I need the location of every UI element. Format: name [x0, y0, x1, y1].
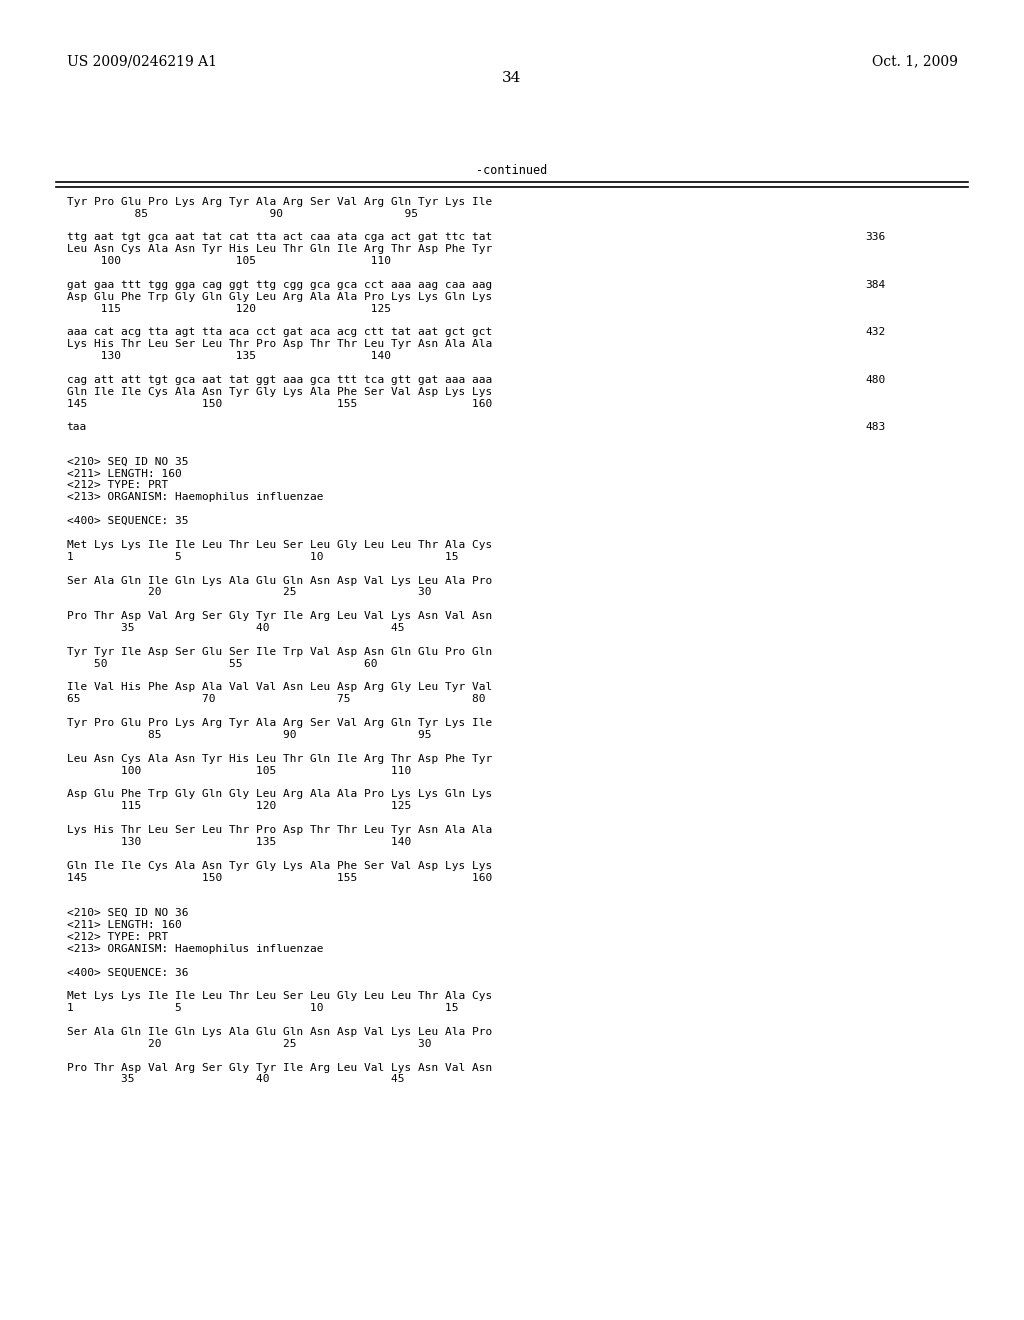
Text: 85                  90                  95: 85 90 95: [67, 209, 418, 219]
Text: <210> SEQ ID NO 35: <210> SEQ ID NO 35: [67, 457, 188, 467]
Text: Asp Glu Phe Trp Gly Gln Gly Leu Arg Ala Ala Pro Lys Lys Gln Lys: Asp Glu Phe Trp Gly Gln Gly Leu Arg Ala …: [67, 789, 492, 800]
Text: 145                 150                 155                 160: 145 150 155 160: [67, 399, 492, 409]
Text: 480: 480: [865, 375, 886, 385]
Text: <212> TYPE: PRT: <212> TYPE: PRT: [67, 932, 168, 942]
Text: cag att att tgt gca aat tat ggt aaa gca ttt tca gtt gat aaa aaa: cag att att tgt gca aat tat ggt aaa gca …: [67, 375, 492, 385]
Text: 115                 120                 125: 115 120 125: [67, 801, 411, 812]
Text: Oct. 1, 2009: Oct. 1, 2009: [871, 54, 957, 69]
Text: 100                 105                 110: 100 105 110: [67, 256, 390, 267]
Text: Ile Val His Phe Asp Ala Val Val Asn Leu Asp Arg Gly Leu Tyr Val: Ile Val His Phe Asp Ala Val Val Asn Leu …: [67, 682, 492, 693]
Text: Lys His Thr Leu Ser Leu Thr Pro Asp Thr Thr Leu Tyr Asn Ala Ala: Lys His Thr Leu Ser Leu Thr Pro Asp Thr …: [67, 339, 492, 350]
Text: 100                 105                 110: 100 105 110: [67, 766, 411, 776]
Text: US 2009/0246219 A1: US 2009/0246219 A1: [67, 54, 216, 69]
Text: gat gaa ttt tgg gga cag ggt ttg cgg gca gca cct aaa aag caa aag: gat gaa ttt tgg gga cag ggt ttg cgg gca …: [67, 280, 492, 290]
Text: 130                 135                 140: 130 135 140: [67, 351, 390, 362]
Text: Lys His Thr Leu Ser Leu Thr Pro Asp Thr Thr Leu Tyr Asn Ala Ala: Lys His Thr Leu Ser Leu Thr Pro Asp Thr …: [67, 825, 492, 836]
Text: <213> ORGANISM: Haemophilus influenzae: <213> ORGANISM: Haemophilus influenzae: [67, 492, 323, 503]
Text: 384: 384: [865, 280, 886, 290]
Text: 1               5                   10                  15: 1 5 10 15: [67, 552, 458, 562]
Text: ttg aat tgt gca aat tat cat tta act caa ata cga act gat ttc tat: ttg aat tgt gca aat tat cat tta act caa …: [67, 232, 492, 243]
Text: Gln Ile Ile Cys Ala Asn Tyr Gly Lys Ala Phe Ser Val Asp Lys Lys: Gln Ile Ile Cys Ala Asn Tyr Gly Lys Ala …: [67, 861, 492, 871]
Text: Pro Thr Asp Val Arg Ser Gly Tyr Ile Arg Leu Val Lys Asn Val Asn: Pro Thr Asp Val Arg Ser Gly Tyr Ile Arg …: [67, 1063, 492, 1073]
Text: Pro Thr Asp Val Arg Ser Gly Tyr Ile Arg Leu Val Lys Asn Val Asn: Pro Thr Asp Val Arg Ser Gly Tyr Ile Arg …: [67, 611, 492, 622]
Text: <211> LENGTH: 160: <211> LENGTH: 160: [67, 920, 181, 931]
Text: 483: 483: [865, 422, 886, 433]
Text: Tyr Pro Glu Pro Lys Arg Tyr Ala Arg Ser Val Arg Gln Tyr Lys Ile: Tyr Pro Glu Pro Lys Arg Tyr Ala Arg Ser …: [67, 718, 492, 729]
Text: 50                  55                  60: 50 55 60: [67, 659, 377, 669]
Text: 336: 336: [865, 232, 886, 243]
Text: 65                  70                  75                  80: 65 70 75 80: [67, 694, 485, 705]
Text: Tyr Tyr Ile Asp Ser Glu Ser Ile Trp Val Asp Asn Gln Glu Pro Gln: Tyr Tyr Ile Asp Ser Glu Ser Ile Trp Val …: [67, 647, 492, 657]
Text: Tyr Pro Glu Pro Lys Arg Tyr Ala Arg Ser Val Arg Gln Tyr Lys Ile: Tyr Pro Glu Pro Lys Arg Tyr Ala Arg Ser …: [67, 197, 492, 207]
Text: 35                  40                  45: 35 40 45: [67, 623, 404, 634]
Text: Asp Glu Phe Trp Gly Gln Gly Leu Arg Ala Ala Pro Lys Lys Gln Lys: Asp Glu Phe Trp Gly Gln Gly Leu Arg Ala …: [67, 292, 492, 302]
Text: aaa cat acg tta agt tta aca cct gat aca acg ctt tat aat gct gct: aaa cat acg tta agt tta aca cct gat aca …: [67, 327, 492, 338]
Text: 1               5                   10                  15: 1 5 10 15: [67, 1003, 458, 1014]
Text: <400> SEQUENCE: 35: <400> SEQUENCE: 35: [67, 516, 188, 527]
Text: 34: 34: [503, 71, 521, 86]
Text: 115                 120                 125: 115 120 125: [67, 304, 390, 314]
Text: Leu Asn Cys Ala Asn Tyr His Leu Thr Gln Ile Arg Thr Asp Phe Tyr: Leu Asn Cys Ala Asn Tyr His Leu Thr Gln …: [67, 754, 492, 764]
Text: 35                  40                  45: 35 40 45: [67, 1074, 404, 1085]
Text: <211> LENGTH: 160: <211> LENGTH: 160: [67, 469, 181, 479]
Text: -continued: -continued: [476, 164, 548, 177]
Text: 145                 150                 155                 160: 145 150 155 160: [67, 873, 492, 883]
Text: Met Lys Lys Ile Ile Leu Thr Leu Ser Leu Gly Leu Leu Thr Ala Cys: Met Lys Lys Ile Ile Leu Thr Leu Ser Leu …: [67, 991, 492, 1002]
Text: <212> TYPE: PRT: <212> TYPE: PRT: [67, 480, 168, 491]
Text: Gln Ile Ile Cys Ala Asn Tyr Gly Lys Ala Phe Ser Val Asp Lys Lys: Gln Ile Ile Cys Ala Asn Tyr Gly Lys Ala …: [67, 387, 492, 397]
Text: Leu Asn Cys Ala Asn Tyr His Leu Thr Gln Ile Arg Thr Asp Phe Tyr: Leu Asn Cys Ala Asn Tyr His Leu Thr Gln …: [67, 244, 492, 255]
Text: <213> ORGANISM: Haemophilus influenzae: <213> ORGANISM: Haemophilus influenzae: [67, 944, 323, 954]
Text: Met Lys Lys Ile Ile Leu Thr Leu Ser Leu Gly Leu Leu Thr Ala Cys: Met Lys Lys Ile Ile Leu Thr Leu Ser Leu …: [67, 540, 492, 550]
Text: 20                  25                  30: 20 25 30: [67, 1039, 431, 1049]
Text: 20                  25                  30: 20 25 30: [67, 587, 431, 598]
Text: 130                 135                 140: 130 135 140: [67, 837, 411, 847]
Text: 85                  90                  95: 85 90 95: [67, 730, 431, 741]
Text: taa: taa: [67, 422, 87, 433]
Text: <400> SEQUENCE: 36: <400> SEQUENCE: 36: [67, 968, 188, 978]
Text: <210> SEQ ID NO 36: <210> SEQ ID NO 36: [67, 908, 188, 919]
Text: 432: 432: [865, 327, 886, 338]
Text: Ser Ala Gln Ile Gln Lys Ala Glu Gln Asn Asp Val Lys Leu Ala Pro: Ser Ala Gln Ile Gln Lys Ala Glu Gln Asn …: [67, 576, 492, 586]
Text: Ser Ala Gln Ile Gln Lys Ala Glu Gln Asn Asp Val Lys Leu Ala Pro: Ser Ala Gln Ile Gln Lys Ala Glu Gln Asn …: [67, 1027, 492, 1038]
